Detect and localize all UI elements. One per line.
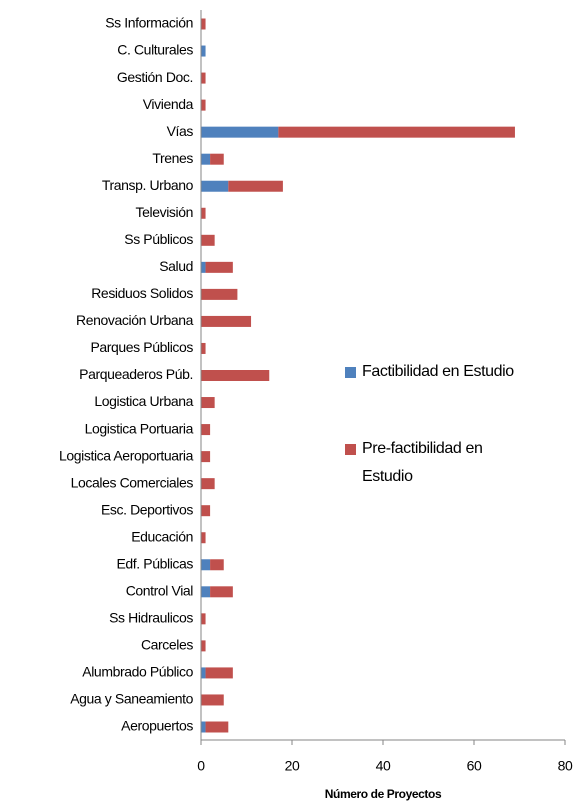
bar-segment xyxy=(201,288,238,300)
legend-swatch xyxy=(345,367,356,378)
bar-segment xyxy=(201,342,206,354)
bar-segment xyxy=(201,99,206,111)
bar-segment xyxy=(201,315,252,327)
bar-segment xyxy=(201,640,206,652)
bar-segment xyxy=(201,180,229,192)
y-tick-label: Control Vial xyxy=(126,583,194,599)
y-tick-label: Edf. Públicas xyxy=(116,555,193,571)
y-tick-label: Educación xyxy=(131,528,193,544)
y-tick-label: Renovación Urbana xyxy=(76,312,194,328)
bar-segment xyxy=(201,234,215,246)
y-tick-label: Vías xyxy=(167,123,194,139)
y-tick-label: Logistica Urbana xyxy=(94,393,193,409)
bar-segment xyxy=(201,478,215,490)
y-tick-label: Parques Públicos xyxy=(90,339,193,355)
bar-segment xyxy=(201,397,215,409)
y-tick-label: Logistica Portuaria xyxy=(85,420,194,436)
legend-label: Pre-factibilidad en Estudio xyxy=(362,440,483,485)
bar-segment xyxy=(201,721,206,733)
bar-segment xyxy=(201,613,206,625)
bar-segment xyxy=(201,261,206,273)
y-tick-label: Logistica Aeroportuaria xyxy=(59,447,194,463)
bar-segment xyxy=(210,153,224,165)
bar-segment xyxy=(201,451,211,463)
x-tick-label: 40 xyxy=(376,758,391,774)
y-tick-label: Transp. Urbano xyxy=(102,177,194,193)
y-tick-label: Locales Comerciales xyxy=(71,474,194,490)
y-tick-label: Ss Públicos xyxy=(124,231,193,247)
bar-segment xyxy=(210,559,224,571)
bar-segment xyxy=(201,370,270,381)
y-tick-label: Aeropuertos xyxy=(121,718,193,734)
bar-segment xyxy=(201,207,206,219)
bar-segment xyxy=(201,667,206,679)
x-tick-label: 60 xyxy=(467,758,482,774)
y-tick-label: Agua y Saneamiento xyxy=(70,691,193,707)
bar-segment xyxy=(201,586,211,598)
bar-segment xyxy=(205,667,233,679)
y-tick-label: Televisión xyxy=(136,204,193,220)
y-tick-label: Carceles xyxy=(141,637,193,653)
bar-segment xyxy=(278,126,515,138)
bar-segment xyxy=(210,586,233,598)
y-tick-label: C. Culturales xyxy=(117,42,193,58)
bar-segment xyxy=(201,45,206,57)
bar-segment xyxy=(201,694,224,706)
bar-segment xyxy=(201,72,206,84)
y-tick-label: Ss Hidraulicos xyxy=(109,610,193,626)
y-tick-label: Ss Información xyxy=(105,15,193,31)
x-axis-title: Número de Proyectos xyxy=(325,787,442,801)
bar-segment xyxy=(228,180,283,192)
y-tick-label: Parqueaderos Púb. xyxy=(79,366,193,382)
bar-segment xyxy=(201,559,211,571)
bar-segment xyxy=(201,18,206,30)
x-tick-label: 0 xyxy=(197,758,205,774)
bar-segment xyxy=(201,153,211,165)
y-tick-label: Residuos Solidos xyxy=(91,285,193,301)
y-tick-label: Alumbrado Público xyxy=(82,664,193,680)
legend-label: Factibilidad en Estudio xyxy=(362,363,514,380)
y-tick-label: Vivienda xyxy=(143,96,194,112)
bar-segment xyxy=(201,532,206,544)
bar-segment xyxy=(205,721,229,733)
bar-segment xyxy=(201,424,211,436)
y-tick-label: Gestión Doc. xyxy=(117,69,193,85)
bar-segment xyxy=(201,126,279,138)
legend-swatch xyxy=(345,444,356,455)
y-tick-label: Salud xyxy=(159,258,193,274)
x-tick-label: 20 xyxy=(285,758,300,774)
bar-segment xyxy=(205,261,233,273)
bar-segment xyxy=(201,505,211,517)
x-tick-label: 80 xyxy=(558,758,573,774)
y-tick-label: Esc. Deportivos xyxy=(101,501,193,517)
y-tick-label: Trenes xyxy=(152,150,193,166)
